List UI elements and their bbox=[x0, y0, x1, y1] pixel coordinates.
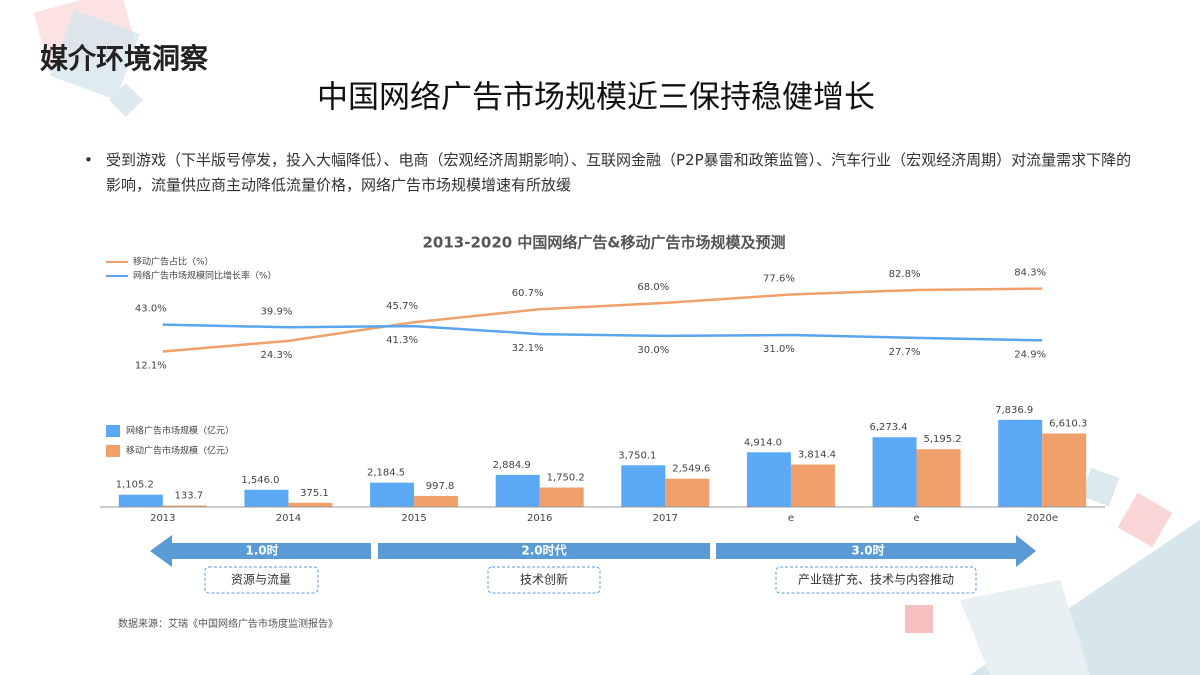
data-label: 30.0% bbox=[637, 345, 669, 356]
bar bbox=[790, 464, 835, 507]
arrow bbox=[716, 535, 1036, 567]
data-label: 45.7% bbox=[386, 301, 418, 312]
bar bbox=[495, 474, 540, 507]
data-label: 1,546.0 bbox=[241, 475, 279, 486]
x-tick-label: 2015 bbox=[401, 513, 426, 524]
data-label: 24.9% bbox=[1014, 349, 1046, 360]
bar bbox=[288, 502, 333, 507]
line bbox=[162, 323, 1043, 342]
data-label: 5,195.2 bbox=[923, 434, 961, 445]
data-label: 12.1% bbox=[135, 360, 167, 371]
arrow bbox=[150, 535, 371, 567]
chart-title: 2013-2020 中国网络广告&移动广告市场规模及预测 bbox=[422, 234, 785, 252]
bar bbox=[370, 482, 415, 507]
section-title: 媒介环境洞察 bbox=[40, 42, 209, 75]
data-label: 133.7 bbox=[174, 491, 203, 502]
bullet-dot: • bbox=[84, 151, 93, 169]
data-label: 375.1 bbox=[300, 488, 329, 499]
data-label: 2,884.9 bbox=[493, 460, 531, 471]
data-label: 2,184.5 bbox=[367, 468, 405, 479]
data-label: 1,105.2 bbox=[116, 480, 154, 491]
data-label: 31.0% bbox=[763, 344, 795, 355]
data-label: 2,549.6 bbox=[672, 464, 710, 475]
era-box-text: 资源与流量 bbox=[231, 573, 291, 587]
bar bbox=[414, 495, 459, 507]
x-tick-label: 2016 bbox=[527, 513, 552, 524]
data-label: 82.8% bbox=[889, 269, 921, 280]
era-label: 2.0时代 bbox=[521, 543, 566, 558]
era-box-text: 技术创新 bbox=[520, 572, 568, 587]
bar bbox=[916, 449, 961, 507]
decor bbox=[109, 83, 143, 117]
era-box bbox=[487, 566, 601, 594]
bar bbox=[665, 478, 710, 507]
data-label: 68.0% bbox=[637, 282, 669, 293]
data-label: 43.0% bbox=[135, 304, 167, 315]
decor bbox=[50, 10, 140, 100]
data-label: 60.7% bbox=[512, 288, 544, 299]
data-label: 6,273.4 bbox=[869, 422, 907, 433]
data-label: 3,750.1 bbox=[618, 450, 656, 461]
arrow bbox=[378, 543, 710, 559]
x-tick-label: 2013 bbox=[150, 513, 175, 524]
data-label: 84.3% bbox=[1014, 268, 1046, 279]
bar bbox=[162, 505, 207, 507]
x-tick-label: 2014 bbox=[276, 513, 301, 524]
line bbox=[162, 287, 1043, 353]
era-box-text: 产业链扩充、技术与内容推动 bbox=[798, 572, 954, 587]
legend-swatch bbox=[106, 425, 120, 437]
decor bbox=[1117, 492, 1173, 548]
era-box bbox=[775, 566, 977, 594]
data-label: 7,836.9 bbox=[995, 405, 1033, 416]
data-label: 41.3% bbox=[386, 335, 418, 346]
legend-swatch bbox=[106, 445, 120, 457]
legend-label: 移动广告占比（%） bbox=[133, 256, 214, 268]
decor bbox=[960, 580, 1090, 675]
data-label: 24.3% bbox=[261, 350, 293, 361]
era-label: 3.0时 bbox=[851, 543, 884, 558]
data-label: 27.7% bbox=[889, 347, 921, 358]
source: 数据来源：艾瑞《中国网络广告市场度监测报告》 bbox=[118, 617, 338, 630]
legend-label: 网络广告市场规模同比增长率（%） bbox=[133, 270, 277, 282]
x-tick-label: e bbox=[788, 513, 794, 524]
x-tick-label: 2020e bbox=[1026, 513, 1058, 524]
bar bbox=[746, 452, 791, 507]
era-box bbox=[204, 566, 319, 594]
decor bbox=[1080, 467, 1120, 507]
decor bbox=[905, 605, 933, 633]
data-label: 77.6% bbox=[763, 273, 795, 284]
data-label: 32.1% bbox=[512, 343, 544, 354]
data-label: 3,814.4 bbox=[798, 450, 836, 461]
bar bbox=[118, 494, 163, 507]
bar bbox=[998, 419, 1043, 507]
x-tick-label: 2017 bbox=[653, 513, 678, 524]
x-tick-label: e bbox=[913, 513, 919, 524]
bar bbox=[1042, 433, 1087, 507]
legend-label: 移动广告市场规模（亿元） bbox=[126, 445, 234, 457]
data-label: 997.8 bbox=[426, 481, 455, 492]
bar bbox=[872, 437, 917, 507]
bar bbox=[244, 489, 289, 507]
data-label: 6,610.3 bbox=[1049, 418, 1087, 429]
era-label: 1.0时 bbox=[245, 543, 278, 558]
slide-title: 中国网络广告市场规模近三保持稳健增长 bbox=[317, 80, 875, 116]
bullet-text: 受到游戏（下半版号停发，投入大幅降低）、电商（宏观经济周期影响）、互联网金融（P… bbox=[106, 151, 1132, 194]
bar bbox=[539, 487, 584, 507]
legend-label: 网络广告市场规模（亿元） bbox=[126, 425, 234, 437]
data-label: 1,750.2 bbox=[547, 473, 585, 484]
bar bbox=[621, 465, 666, 507]
data-label: 4,914.0 bbox=[744, 437, 782, 448]
data-label: 39.9% bbox=[261, 306, 293, 317]
